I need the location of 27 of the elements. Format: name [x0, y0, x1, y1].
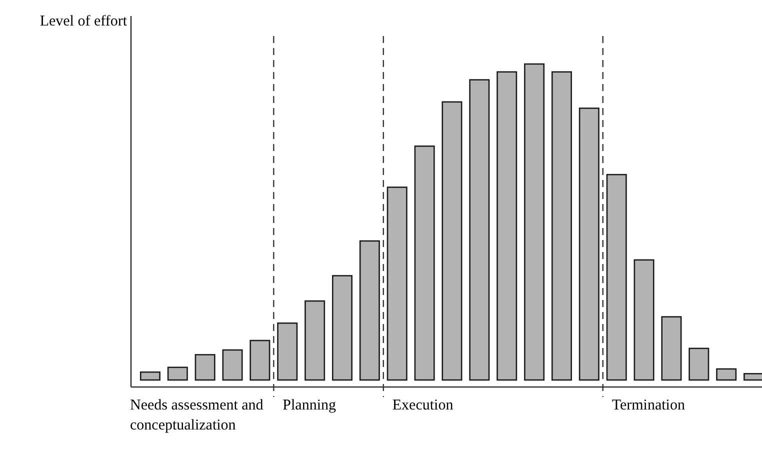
- bar: [688, 348, 710, 381]
- bar: [469, 79, 490, 381]
- bar: [250, 340, 270, 381]
- text: Termination: [612, 397, 686, 414]
- bar: [167, 366, 188, 381]
- bar: [716, 368, 737, 381]
- bar: [277, 322, 298, 381]
- text: Execution: [392, 397, 454, 414]
- bar: [442, 101, 462, 381]
- bar: [386, 186, 408, 381]
- bar: [222, 349, 243, 381]
- bar: [414, 146, 435, 381]
- bar: [661, 316, 682, 381]
- bar: [524, 63, 545, 381]
- bar: [194, 354, 216, 381]
- bar: [140, 371, 160, 381]
- bar: [359, 240, 380, 381]
- bar: [496, 71, 518, 381]
- bar: [332, 275, 352, 381]
- bar: [578, 108, 600, 381]
- text: Planning: [282, 397, 336, 414]
- y-axis-title: Level of effort: [40, 13, 128, 30]
- text: Needs assessment and conceptualization: [130, 397, 264, 434]
- bar: [606, 174, 627, 381]
- bar: [551, 71, 572, 381]
- bar: [634, 259, 654, 381]
- bar: [304, 300, 326, 381]
